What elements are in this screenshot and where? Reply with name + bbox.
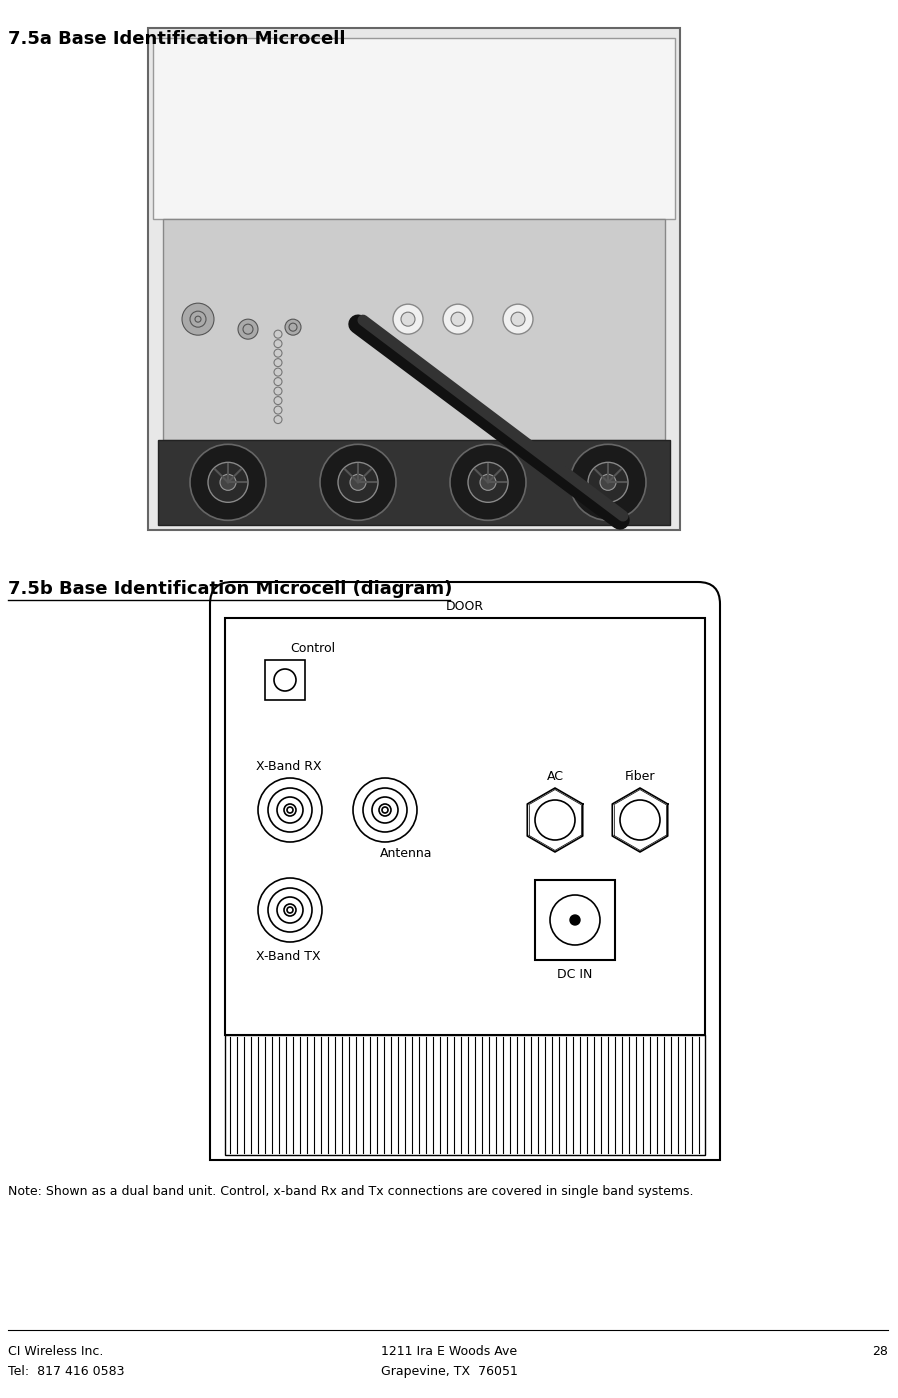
Circle shape	[182, 303, 214, 336]
Text: Fiber: Fiber	[625, 770, 656, 783]
Circle shape	[451, 312, 465, 326]
Bar	[153, 38, 675, 218]
Circle shape	[220, 474, 236, 491]
Bar	[163, 218, 665, 439]
Bar	[225, 618, 705, 1035]
Text: AC: AC	[547, 770, 564, 783]
Text: Antenna: Antenna	[380, 847, 433, 860]
Bar	[225, 1035, 705, 1155]
Circle shape	[468, 463, 508, 502]
Circle shape	[570, 916, 580, 925]
Circle shape	[195, 316, 201, 322]
Text: Control: Control	[290, 642, 335, 656]
Bar	[148, 28, 680, 530]
Text: 7.5a Base Identification Microcell: 7.5a Base Identification Microcell	[8, 29, 346, 48]
Text: X-Band RX: X-Band RX	[256, 761, 321, 773]
Circle shape	[208, 463, 248, 502]
Circle shape	[243, 324, 253, 334]
Bar	[265, 660, 305, 700]
Circle shape	[320, 445, 396, 520]
Circle shape	[588, 463, 628, 502]
Circle shape	[338, 463, 378, 502]
Text: 1211 Ira E Woods Ave: 1211 Ira E Woods Ave	[381, 1345, 517, 1357]
Circle shape	[190, 445, 266, 520]
Text: 28: 28	[872, 1345, 888, 1357]
Circle shape	[190, 312, 206, 327]
Bar	[535, 879, 615, 960]
Text: 7.5b Base Identification Microcell (diagram): 7.5b Base Identification Microcell (diag…	[8, 580, 453, 598]
Circle shape	[393, 305, 423, 334]
Circle shape	[511, 312, 525, 326]
Circle shape	[401, 312, 415, 326]
Text: Note: Shown as a dual band unit. Control, x-band Rx and Tx connections are cover: Note: Shown as a dual band unit. Control…	[8, 1186, 693, 1198]
Circle shape	[238, 319, 258, 340]
Text: Grapevine, TX  76051: Grapevine, TX 76051	[381, 1364, 517, 1378]
Text: Tel:  817 416 0583: Tel: 817 416 0583	[8, 1364, 125, 1378]
Circle shape	[570, 445, 646, 520]
Circle shape	[503, 305, 533, 334]
Circle shape	[285, 319, 301, 336]
Circle shape	[480, 474, 496, 491]
Circle shape	[443, 305, 473, 334]
Bar	[158, 439, 670, 526]
Circle shape	[600, 474, 616, 491]
Circle shape	[450, 445, 526, 520]
Text: CI Wireless Inc.: CI Wireless Inc.	[8, 1345, 103, 1357]
Text: DC IN: DC IN	[558, 967, 593, 981]
Text: X-Band TX: X-Band TX	[256, 951, 321, 963]
Circle shape	[350, 474, 366, 491]
Circle shape	[289, 323, 297, 331]
Text: DOOR: DOOR	[446, 600, 484, 612]
